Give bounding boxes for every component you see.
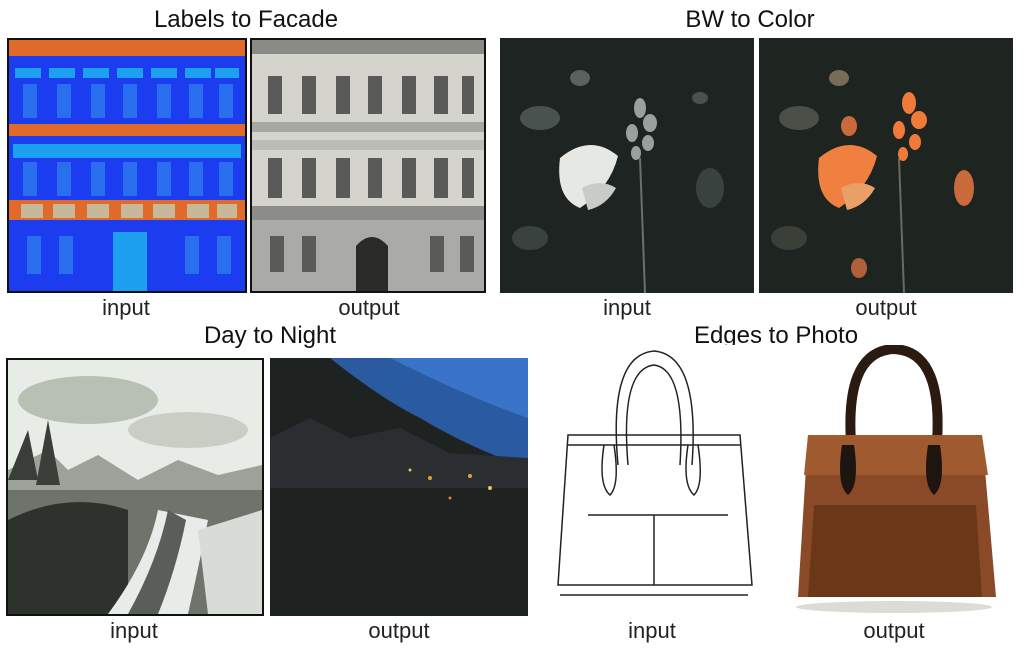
edges-input-caption: input — [628, 618, 676, 643]
facade-output-caption: output — [338, 295, 400, 320]
bw-input-image — [500, 38, 754, 293]
edges-to-photo-title: Edges to Photo — [693, 322, 859, 349]
bw-output-caption: output — [855, 295, 917, 320]
bag-output-caption: output — [863, 618, 925, 643]
day-to-night-title: Day to Night — [203, 322, 337, 349]
day-input-caption: input — [110, 618, 158, 643]
night-output-caption: output — [368, 618, 430, 643]
night-output-image — [270, 358, 528, 616]
bw-input-caption: input — [603, 295, 651, 320]
labels-to-facade-title: Labels to Facade — [153, 6, 339, 33]
facade-input-image — [7, 38, 247, 293]
bag-output-image — [790, 345, 1000, 617]
bw-to-color-title: BW to Color — [685, 6, 815, 33]
facade-input-caption: input — [102, 295, 150, 320]
facade-output-image — [250, 38, 486, 293]
day-input-image — [6, 358, 264, 616]
edges-input-image — [548, 345, 760, 617]
bw-output-image — [759, 38, 1013, 293]
